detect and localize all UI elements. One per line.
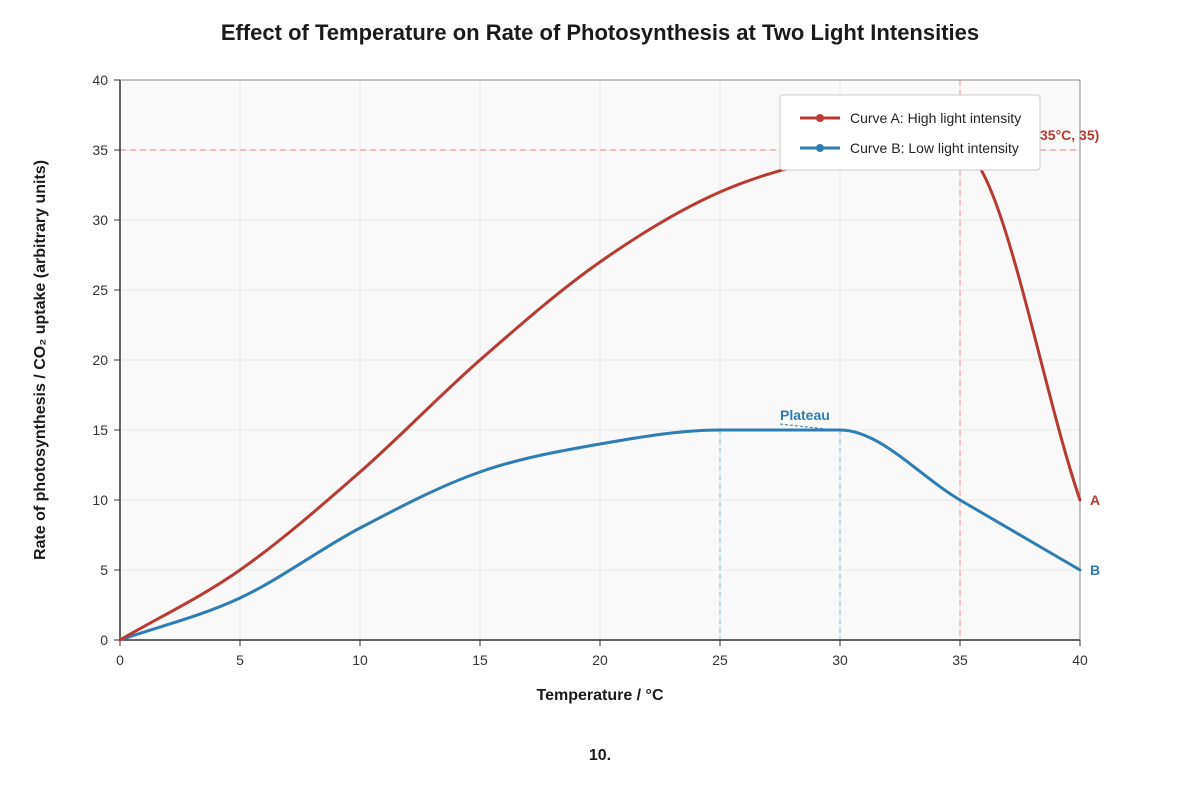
series-line-curve-b bbox=[118, 428, 1082, 642]
y-tick-label: 25 bbox=[92, 282, 108, 298]
series-end-label-curve-b: B bbox=[1090, 562, 1100, 578]
y-tick-label: 15 bbox=[92, 422, 108, 438]
plateau-pointer bbox=[779, 423, 836, 431]
legend-label-curve-b: Curve B: Low light intensity bbox=[850, 140, 1019, 156]
x-tick-label: 35 bbox=[952, 652, 968, 668]
y-tick-label: 35 bbox=[92, 142, 108, 158]
peak-annotation: 35°C, 35) bbox=[1040, 127, 1099, 143]
legend-marker-curve-a bbox=[816, 114, 824, 122]
annotation-layer: 35°C, 35) Plateau bbox=[779, 127, 1099, 431]
figure-caption: 10. bbox=[589, 747, 611, 764]
plateau-annotation: Plateau bbox=[780, 407, 830, 423]
chart-title: Effect of Temperature on Rate of Photosy… bbox=[221, 20, 979, 45]
x-tick-label: 30 bbox=[832, 652, 848, 668]
y-axis-label: Rate of photosynthesis / CO₂ uptake (arb… bbox=[32, 160, 49, 560]
series-end-label-curve-a: A bbox=[1090, 492, 1100, 508]
x-tick-label: 20 bbox=[592, 652, 608, 668]
y-tick-label: 20 bbox=[92, 352, 108, 368]
y-tick-label: 30 bbox=[92, 212, 108, 228]
x-tick-label: 25 bbox=[712, 652, 728, 668]
x-tick-label: 40 bbox=[1072, 652, 1088, 668]
x-tick-label: 5 bbox=[236, 652, 244, 668]
y-tick-label: 0 bbox=[100, 632, 108, 648]
legend-marker-curve-b bbox=[816, 144, 824, 152]
x-tick-label: 0 bbox=[116, 652, 124, 668]
tick-layer: 0 5 10 15 20 25 30 35 40 0 5 10 15 20 25 30 35 40 bbox=[92, 72, 1088, 668]
x-axis-label: Temperature / °C bbox=[536, 687, 663, 704]
legend-label-curve-a: Curve A: High light intensity bbox=[850, 110, 1021, 126]
legend: Curve A: High light intensity Curve B: L… bbox=[779, 94, 1041, 171]
y-tick-label: 40 bbox=[92, 72, 108, 88]
y-tick-label: 5 bbox=[100, 562, 108, 578]
x-tick-label: 10 bbox=[352, 652, 368, 668]
x-tick-label: 15 bbox=[472, 652, 488, 668]
y-tick-label: 10 bbox=[92, 492, 108, 508]
legend-box bbox=[779, 94, 1041, 171]
